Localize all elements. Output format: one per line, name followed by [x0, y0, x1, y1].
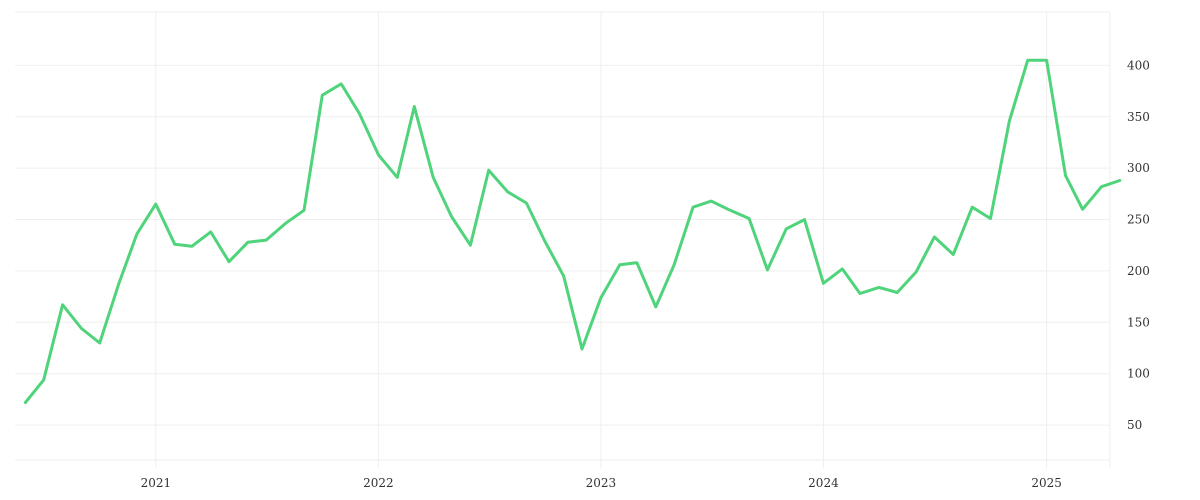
series-line	[23, 58, 1122, 404]
grid-lines	[15, 11, 1111, 468]
x-tick-label: 2021	[141, 476, 172, 490]
y-tick-label: 50	[1127, 418, 1142, 432]
series-layer	[23, 58, 1122, 404]
x-tick-label: 2022	[363, 476, 394, 490]
y-tick-label: 400	[1127, 58, 1150, 72]
x-tick-label: 2024	[808, 476, 839, 490]
y-tick-label: 100	[1127, 367, 1150, 381]
y-tick-label: 250	[1127, 213, 1150, 227]
y-tick-label: 150	[1127, 315, 1150, 329]
y-tick-label: 300	[1127, 161, 1150, 175]
x-axis-ticks: 2021 2022 2023 2024 2025	[141, 476, 1062, 490]
x-tick-label: 2023	[586, 476, 617, 490]
y-tick-label: 350	[1127, 110, 1150, 124]
x-tick-label: 2025	[1031, 476, 1062, 490]
y-axis-ticks: 50 100 150 200 250 300 350 400	[1127, 58, 1150, 432]
y-tick-label: 200	[1127, 264, 1150, 278]
